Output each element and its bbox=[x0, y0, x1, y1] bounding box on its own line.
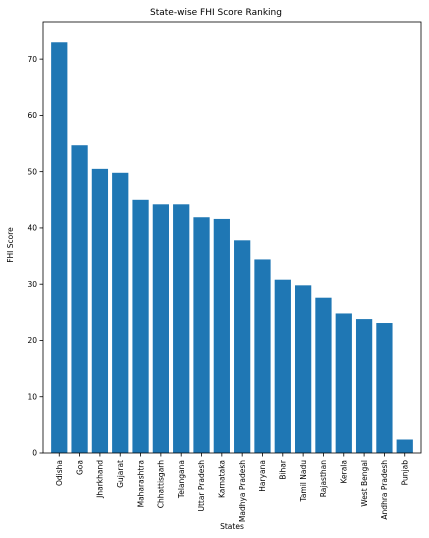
y-tick-label: 70 bbox=[27, 55, 37, 64]
bar bbox=[396, 439, 413, 453]
bar bbox=[213, 218, 230, 453]
bar bbox=[376, 323, 393, 453]
x-tick-label: Maharashtra bbox=[136, 460, 145, 507]
x-tick-label: Tamil Nadu bbox=[299, 460, 308, 503]
x-tick-label: Jharkhand bbox=[96, 460, 105, 499]
x-tick-label: Telangana bbox=[177, 460, 186, 499]
bar bbox=[295, 285, 312, 453]
plot-frame bbox=[42, 21, 422, 454]
bar bbox=[355, 319, 373, 453]
x-tick-label: Karnataka bbox=[218, 460, 227, 498]
x-axis-label: States bbox=[220, 522, 244, 531]
x-tick-label: Rajasthan bbox=[319, 460, 328, 498]
bar bbox=[51, 42, 68, 453]
y-tick-label: 0 bbox=[32, 449, 37, 458]
x-tick-label: Bihar bbox=[279, 459, 288, 480]
plot-area: 0 10 20 30 40 50 60 70 Odisha Goa Jharkhand Gujarat… bbox=[27, 21, 422, 522]
x-tick-label: West Bengal bbox=[360, 460, 369, 507]
y-tick-label: 30 bbox=[27, 280, 37, 289]
chart-title: State-wise FHI Score Ranking bbox=[150, 8, 282, 18]
bar bbox=[335, 313, 352, 453]
y-tick-label: 10 bbox=[27, 392, 37, 401]
bar bbox=[152, 204, 169, 453]
y-tick-label: 40 bbox=[27, 224, 37, 233]
bar bbox=[112, 172, 129, 454]
x-tick-label: Goa bbox=[75, 460, 84, 475]
y-axis-label: FHI Score bbox=[6, 227, 15, 263]
bar bbox=[173, 204, 190, 453]
bar bbox=[132, 199, 149, 453]
x-tick-label: Punjab bbox=[400, 460, 409, 486]
x-tick-label: Andhra Pradesh bbox=[380, 460, 389, 520]
x-tick-label: Uttar Pradesh bbox=[197, 460, 206, 512]
x-tick-label: Odisha bbox=[55, 460, 64, 486]
bar bbox=[71, 145, 88, 453]
bar bbox=[254, 259, 271, 453]
y-tick-label: 50 bbox=[27, 167, 37, 176]
bar bbox=[91, 168, 109, 454]
x-tick-label: Haryana bbox=[258, 460, 267, 492]
y-tick-label: 20 bbox=[27, 336, 37, 345]
bar bbox=[193, 217, 210, 453]
x-tick-label: Gujarat bbox=[116, 460, 125, 488]
x-tick-label: Madhya Pradesh bbox=[238, 460, 247, 522]
x-tick-label: Kerala bbox=[339, 460, 348, 484]
bar bbox=[234, 240, 251, 453]
y-tick-label: 60 bbox=[27, 111, 37, 120]
x-tick-label: Chhattisgarh bbox=[157, 460, 166, 509]
bar bbox=[315, 297, 332, 453]
bar bbox=[274, 279, 291, 453]
